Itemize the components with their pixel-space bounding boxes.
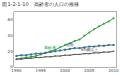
svg-text:65歳以上: 65歳以上: [81, 47, 98, 52]
svg-text:40: 40: [8, 33, 14, 38]
svg-text:図1-2-1-10 高齢者の人口の推移: 図1-2-1-10 高齢者の人口の推移: [2, 1, 78, 7]
svg-text:0: 0: [10, 64, 13, 69]
svg-text:総数: 総数: [65, 42, 74, 47]
svg-text:2000: 2000: [60, 68, 71, 73]
svg-text:2010: 2010: [108, 68, 119, 73]
svg-text:1990: 1990: [11, 68, 22, 73]
svg-text:2005: 2005: [84, 68, 95, 73]
svg-text:20: 20: [8, 49, 14, 54]
svg-text:1995: 1995: [36, 68, 47, 73]
svg-text:60: 60: [8, 17, 14, 22]
svg-text:高齢者: 高齢者: [44, 45, 56, 50]
